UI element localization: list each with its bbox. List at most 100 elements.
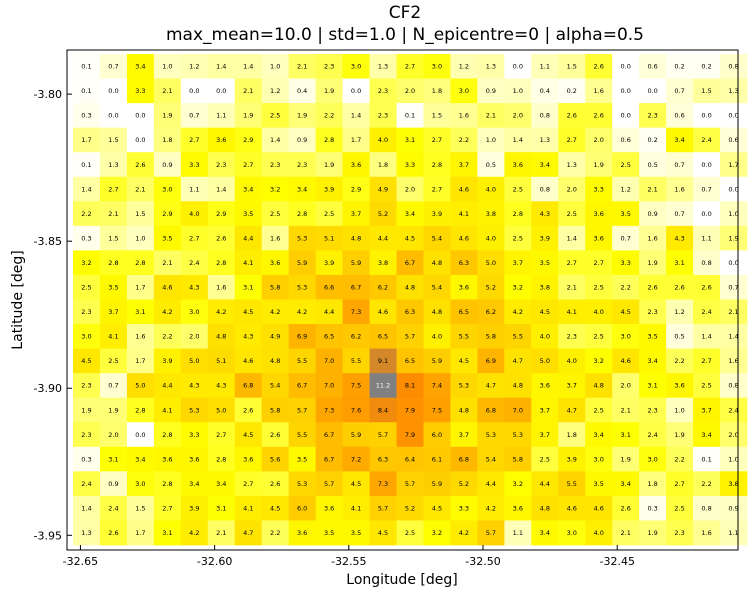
heatmap-cell bbox=[369, 397, 397, 423]
heatmap-cell bbox=[369, 299, 397, 325]
cell-value-label: 4.6 bbox=[459, 185, 469, 193]
chart-title: CF2 bbox=[389, 3, 421, 23]
heatmap-cell bbox=[180, 471, 209, 497]
heatmap-cell bbox=[234, 274, 263, 300]
heatmap-cell bbox=[153, 78, 182, 104]
heatmap-cell bbox=[558, 397, 586, 423]
heatmap-cell bbox=[639, 397, 667, 423]
cell-value-label: 7.3 bbox=[324, 406, 334, 414]
cell-value-label: 5.7 bbox=[405, 333, 415, 341]
heatmap-cell bbox=[558, 324, 586, 349]
heatmap-cell bbox=[342, 78, 370, 104]
heatmap-cell bbox=[153, 54, 182, 79]
cell-value-label: 3.4 bbox=[701, 431, 711, 439]
cell-value-label: 2.4 bbox=[108, 504, 118, 512]
heatmap-cell bbox=[126, 397, 155, 423]
heatmap-cell bbox=[126, 422, 155, 448]
heatmap-cell bbox=[720, 127, 748, 153]
heatmap-cell bbox=[315, 520, 343, 546]
cell-value-label: 2.7 bbox=[432, 185, 442, 193]
heatmap-cell bbox=[558, 471, 586, 497]
heatmap-cell bbox=[342, 152, 370, 178]
heatmap-cell bbox=[288, 250, 317, 276]
cell-value-label: 0.1 bbox=[81, 161, 91, 169]
cell-value-label: 2.7 bbox=[567, 136, 577, 144]
cell-value-label: 4.6 bbox=[378, 308, 388, 316]
heatmap-cell bbox=[180, 127, 209, 153]
cell-value-label: 2.2 bbox=[324, 112, 334, 120]
heatmap-cell bbox=[396, 520, 424, 546]
heatmap-cell bbox=[666, 446, 694, 472]
heatmap-cell bbox=[558, 520, 586, 546]
heatmap-cell bbox=[180, 422, 209, 448]
heatmap-cell bbox=[531, 103, 559, 129]
heatmap-cell bbox=[666, 250, 694, 276]
cell-value-label: 5.3 bbox=[297, 480, 307, 488]
heatmap-cell bbox=[153, 299, 182, 325]
heatmap-cell bbox=[369, 373, 397, 399]
cell-value-label: 4.3 bbox=[243, 333, 253, 341]
heatmap-cell bbox=[369, 274, 397, 300]
cell-value-label: 2.0 bbox=[405, 185, 415, 193]
cell-value-label: 3.7 bbox=[513, 259, 523, 267]
heatmap-cell bbox=[99, 471, 128, 497]
heatmap-cell bbox=[693, 78, 721, 104]
cell-value-label: 3.5 bbox=[647, 333, 657, 341]
cell-value-label: 3.5 bbox=[540, 259, 550, 267]
cell-value-label: 6.2 bbox=[486, 308, 496, 316]
cell-value-label: 2.3 bbox=[647, 308, 657, 316]
cell-value-label: 5.2 bbox=[378, 210, 388, 218]
cell-value-label: 4.1 bbox=[243, 504, 253, 512]
heatmap-cell bbox=[207, 103, 236, 129]
cell-value-label: 4.2 bbox=[270, 308, 280, 316]
cell-value-label: 4.0 bbox=[567, 357, 577, 365]
heatmap-cell bbox=[558, 373, 586, 399]
cell-value-label: 3.1 bbox=[108, 455, 118, 463]
heatmap-cell bbox=[126, 348, 155, 374]
heatmap-cell bbox=[180, 250, 209, 276]
cell-value-label: 1.0 bbox=[728, 455, 738, 463]
cell-value-label: 5.3 bbox=[513, 431, 523, 439]
cell-value-label: 6.7 bbox=[324, 455, 334, 463]
heatmap-cell bbox=[423, 495, 451, 521]
cell-value-label: 1.0 bbox=[486, 136, 496, 144]
heatmap-cell bbox=[73, 250, 101, 276]
cell-value-label: 1.4 bbox=[216, 185, 226, 193]
cell-value-label: 2.1 bbox=[108, 210, 118, 218]
heatmap-cell bbox=[180, 495, 209, 521]
heatmap-cell bbox=[531, 324, 559, 349]
cell-value-label: 3.5 bbox=[324, 529, 334, 537]
cell-value-label: 3.5 bbox=[162, 234, 172, 242]
chart-subtitle: max_mean=10.0 | std=1.0 | N_epicentre=0 … bbox=[166, 25, 644, 45]
heatmap-cell bbox=[531, 54, 559, 79]
cell-value-label: 3.0 bbox=[81, 333, 91, 341]
heatmap-cell bbox=[153, 397, 182, 423]
cell-value-label: 4.8 bbox=[432, 259, 442, 267]
heatmap-cell bbox=[315, 274, 343, 300]
cell-value-label: 6.7 bbox=[351, 284, 361, 292]
heatmap-cell bbox=[612, 495, 640, 521]
cell-value-label: 1.9 bbox=[324, 161, 334, 169]
y-axis-ticks: -3.80 -3.85 -3.90 -3.95 bbox=[34, 88, 72, 542]
cell-value-label: 5.7 bbox=[324, 480, 334, 488]
cell-value-label: 2.1 bbox=[567, 284, 577, 292]
heatmap-cell bbox=[639, 324, 667, 349]
heatmap-cell bbox=[73, 520, 101, 546]
heatmap-cell bbox=[153, 348, 182, 374]
cell-value-label: 4.0 bbox=[189, 210, 199, 218]
heatmap-cell bbox=[207, 324, 236, 349]
heatmap-cell bbox=[450, 103, 478, 129]
heatmap-cell bbox=[261, 422, 290, 448]
cell-value-label: 0.2 bbox=[647, 136, 657, 144]
heatmap-cell bbox=[720, 373, 748, 399]
heatmap-cell bbox=[558, 152, 586, 178]
cell-value-label: 6.3 bbox=[405, 308, 415, 316]
cell-value-label: 4.8 bbox=[432, 308, 442, 316]
cell-value-label: 4.7 bbox=[486, 382, 496, 390]
cell-value-label: 1.4 bbox=[243, 63, 253, 71]
heatmap-cell bbox=[99, 176, 128, 202]
heatmap-cell bbox=[558, 422, 586, 448]
cell-value-label: 3.1 bbox=[135, 308, 145, 316]
cell-value-label: 2.2 bbox=[162, 333, 172, 341]
cell-value-label: 0.6 bbox=[621, 136, 631, 144]
